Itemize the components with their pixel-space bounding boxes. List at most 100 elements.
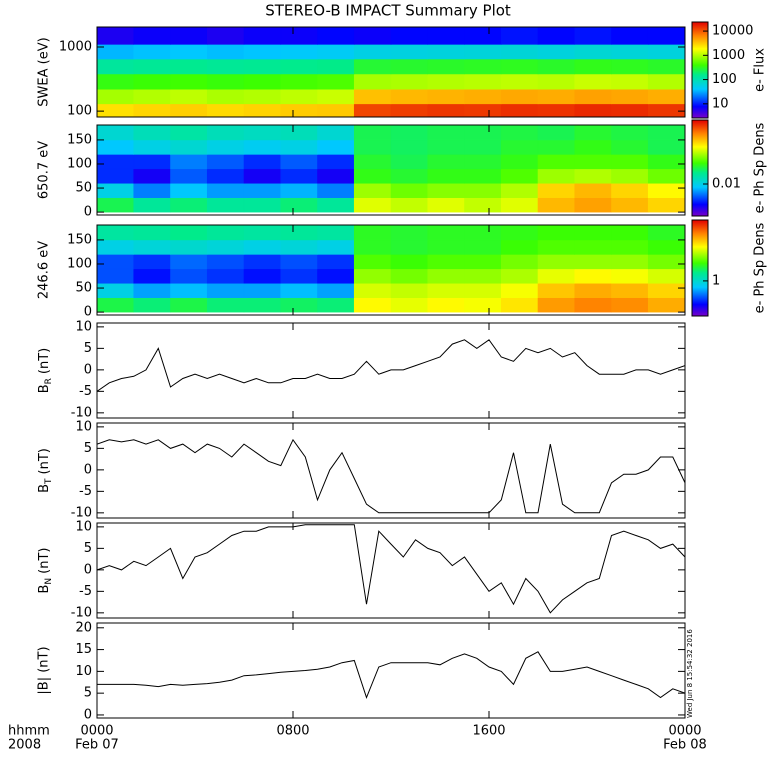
- heatmap-cell: [353, 282, 392, 298]
- heatmap-cell: [317, 197, 355, 213]
- heatmap-cell: [500, 27, 539, 45]
- panel-frame: [96, 124, 686, 216]
- heatmap-cell: [390, 297, 429, 313]
- heatmap-cell: [500, 168, 539, 184]
- y-tick-label: 10: [75, 319, 92, 334]
- heatmap-cell: [97, 254, 135, 270]
- heatmap-cell: [427, 168, 465, 184]
- heatmap-cell: [537, 254, 576, 270]
- heatmap-cell: [500, 225, 539, 241]
- heatmap-cell: [611, 58, 649, 75]
- colorbar: [691, 119, 709, 217]
- heatmap-cell: [537, 103, 576, 117]
- heatmap-cell: [537, 125, 576, 141]
- y-tick-label: -10: [71, 505, 92, 520]
- heatmap-cell: [317, 44, 355, 60]
- y-axis-label: SWEA (eV): [37, 37, 52, 106]
- heatmap-cell: [390, 254, 429, 270]
- line-series: [97, 339, 685, 392]
- heatmap-cell: [280, 154, 318, 170]
- heatmap-cell: [243, 73, 282, 90]
- y-tick-label: 20: [75, 620, 92, 635]
- heatmap-cell: [133, 239, 171, 255]
- plot-title: STEREO-B IMPACT Summary Plot: [265, 2, 511, 20]
- heatmap-cell: [574, 73, 612, 90]
- heatmap-cell: [243, 297, 282, 313]
- heatmap-cell: [133, 268, 171, 284]
- heatmap-cell: [353, 154, 392, 170]
- heatmap-cell: [537, 225, 576, 241]
- heatmap-cell: [133, 297, 171, 313]
- heatmap-cell: [206, 182, 245, 198]
- heatmap-cell: [97, 58, 135, 75]
- panel: [97, 225, 685, 313]
- heatmap-cell: [97, 139, 135, 155]
- heatmap-cell: [317, 182, 355, 198]
- panel-frame: [96, 224, 686, 316]
- heatmap-cell: [574, 88, 612, 105]
- heatmap-cell: [464, 282, 502, 298]
- y-axis-label-base: B: [37, 384, 52, 393]
- heatmap-cell: [427, 73, 465, 90]
- heatmap-cell: [390, 44, 429, 60]
- heatmap-cell: [317, 88, 355, 105]
- heatmap-cell: [537, 268, 576, 284]
- heatmap-cell: [206, 282, 245, 298]
- heatmap-cell: [97, 268, 135, 284]
- heatmap-cell: [427, 297, 465, 313]
- y-axis-label: 246.6 eV: [37, 241, 52, 299]
- heatmap-cell: [133, 225, 171, 241]
- heatmap-cell: [317, 27, 355, 45]
- heatmap-cell: [317, 225, 355, 241]
- heatmap-cell: [170, 268, 208, 284]
- heatmap-cell: [133, 58, 171, 75]
- heatmap-cell: [97, 239, 135, 255]
- heatmap-cell: [611, 282, 649, 298]
- heatmap-cell: [500, 268, 539, 284]
- heatmap-cell: [611, 239, 649, 255]
- heatmap-cell: [206, 139, 245, 155]
- heatmap-cell: [317, 73, 355, 90]
- y-axis-label: BN (nT): [37, 548, 54, 594]
- heatmap-cell: [206, 197, 245, 213]
- heatmap-cell: [97, 297, 135, 313]
- heatmap-cell: [390, 58, 429, 75]
- heatmap-cell: [170, 27, 208, 45]
- y-axis-label-unit: (nT): [37, 348, 52, 374]
- heatmap-cell: [574, 103, 612, 117]
- heatmap-cell: [133, 282, 171, 298]
- heatmap-cell: [574, 154, 612, 170]
- heatmap-cell: [611, 27, 649, 45]
- y-tick-label: 50: [75, 281, 92, 296]
- heatmap-cell: [243, 182, 282, 198]
- y-tick-label: 0: [84, 462, 92, 477]
- heatmap-cell: [243, 225, 282, 241]
- y-axis-label-subscript: R: [44, 378, 54, 384]
- heatmap-cell: [464, 44, 502, 60]
- heatmap-cell: [353, 225, 392, 241]
- heatmap-cell: [133, 197, 171, 213]
- heatmap-cell: [537, 297, 576, 313]
- y-tick-label: 100: [67, 156, 92, 171]
- heatmap-cell: [574, 297, 612, 313]
- heatmap-cell: [427, 27, 465, 45]
- colorbar-tick-label: 1000: [712, 48, 745, 63]
- heatmap-cell: [353, 58, 392, 75]
- heatmap-cell: [427, 125, 465, 141]
- heatmap-cell: [206, 225, 245, 241]
- panel: [97, 27, 685, 117]
- heatmap-cell: [390, 139, 429, 155]
- colorbar-label: e- Ph Sp Dens: [753, 122, 768, 213]
- heatmap-cell: [353, 73, 392, 90]
- heatmap-cell: [133, 73, 171, 90]
- heatmap-cell: [317, 154, 355, 170]
- panel-frame: [96, 522, 686, 619]
- heatmap-cell: [427, 197, 465, 213]
- heatmap-cell: [206, 58, 245, 75]
- heatmap-cell: [500, 182, 539, 198]
- heatmap-cell: [243, 125, 282, 141]
- heatmap-cell: [243, 254, 282, 270]
- heatmap-cell: [537, 182, 576, 198]
- x-axis-label: hhmm: [8, 724, 50, 739]
